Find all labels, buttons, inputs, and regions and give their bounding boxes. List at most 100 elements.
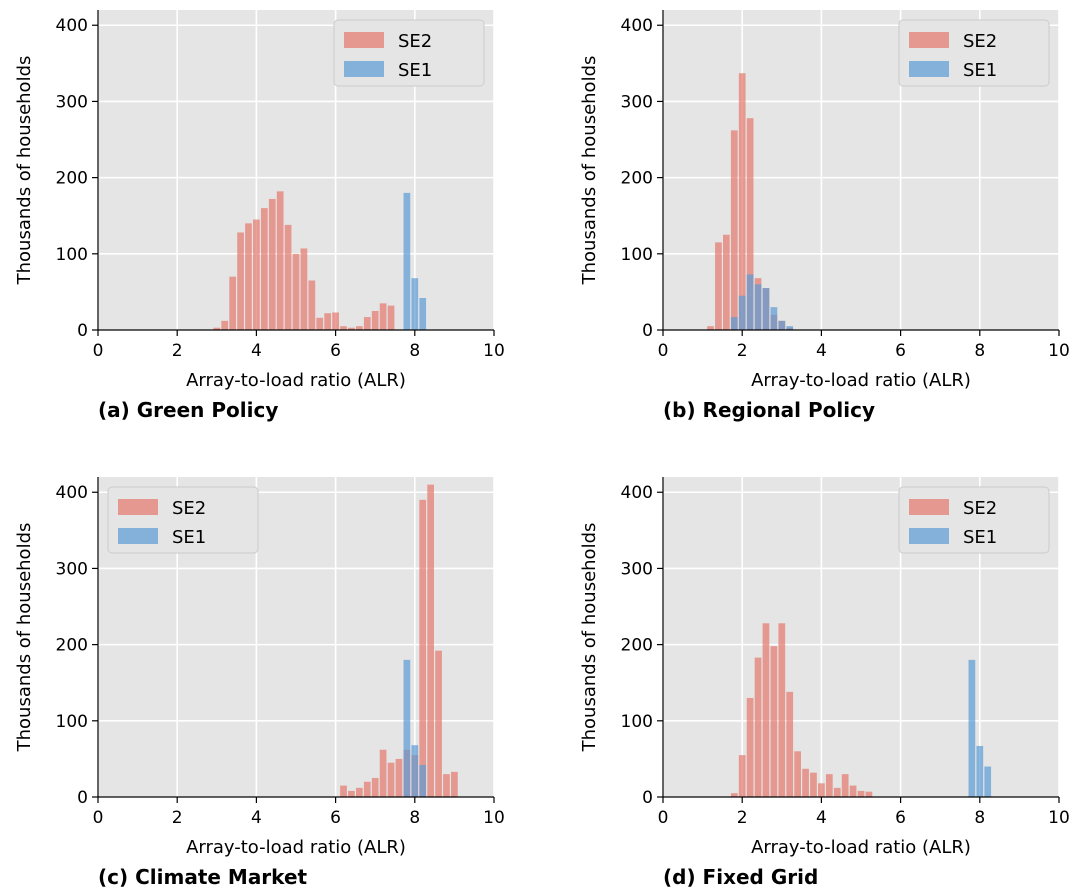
y-tick-label: 100 [621, 245, 653, 265]
y-tick-label: 300 [56, 92, 88, 112]
bar-se2 [730, 793, 738, 797]
x-axis-label: Array-to-load ratio (ALR) [186, 370, 406, 391]
bar-se2 [379, 303, 387, 330]
bar-se2 [738, 755, 746, 797]
bar-se2 [268, 198, 276, 330]
bar-se1 [976, 745, 984, 797]
bar-se2 [324, 313, 332, 330]
legend-label-se2: SE2 [398, 31, 432, 52]
bar-se1 [403, 192, 411, 330]
bar-se2 [356, 787, 363, 797]
bar-se1 [984, 766, 992, 797]
bar-se2 [730, 130, 738, 330]
y-tick-label: 0 [77, 788, 88, 808]
x-tick-label: 6 [330, 341, 341, 361]
y-axis-label: Thousands of households [579, 523, 600, 753]
bar-se2 [356, 326, 363, 330]
bar-se2 [213, 327, 221, 330]
bar-se1 [411, 745, 419, 797]
panel-caption: (d) Fixed Grid [663, 865, 818, 889]
bar-se1 [770, 307, 778, 330]
bar-se2 [443, 774, 450, 797]
bar-se2 [387, 762, 395, 797]
x-tick-label: 8 [409, 808, 420, 828]
legend-label-se1: SE1 [963, 527, 997, 548]
bar-se2 [794, 751, 801, 797]
y-tick-label: 200 [621, 636, 653, 656]
legend-swatch-se2 [909, 499, 949, 515]
bar-se2 [371, 777, 379, 797]
bar-se2 [229, 276, 236, 330]
legend-swatch-se1 [909, 528, 949, 544]
y-tick-label: 200 [56, 636, 88, 656]
x-tick-label: 4 [816, 808, 827, 828]
bar-se1 [778, 320, 786, 330]
bar-se1 [786, 326, 794, 330]
bar-se2 [237, 232, 244, 330]
bar-se2 [348, 790, 355, 797]
bar-se2 [818, 783, 825, 797]
bar-se2 [387, 305, 395, 330]
bar-se2 [284, 224, 292, 330]
bar-se2 [316, 317, 324, 330]
x-tick-label: 8 [974, 341, 985, 361]
bar-se2 [707, 326, 714, 330]
bar-se2 [260, 208, 268, 330]
x-tick-label: 0 [93, 341, 104, 361]
y-tick-label: 100 [621, 712, 653, 732]
bar-se1 [754, 284, 762, 330]
bar-se2 [857, 790, 865, 797]
panel-caption: (a) Green Policy [98, 398, 278, 422]
bar-se2 [379, 749, 387, 797]
bar-se2 [723, 234, 730, 330]
x-tick-label: 10 [483, 808, 505, 828]
bar-se1 [746, 274, 754, 330]
bar-se2 [833, 787, 841, 797]
x-tick-label: 8 [409, 341, 420, 361]
bar-se2 [371, 310, 379, 330]
y-axis-label: Thousands of households [579, 56, 600, 286]
x-axis-label: Array-to-load ratio (ALR) [751, 370, 971, 391]
legend-label-se1: SE1 [963, 60, 997, 81]
x-tick-label: 6 [895, 341, 906, 361]
legend-swatch-se1 [344, 61, 384, 77]
bar-se2 [786, 691, 794, 797]
legend-label-se1: SE1 [398, 60, 432, 81]
legend-label-se2: SE2 [963, 31, 997, 52]
legend-swatch-se2 [909, 32, 949, 48]
x-tick-label: 0 [658, 808, 669, 828]
x-axis-label: Array-to-load ratio (ALR) [751, 837, 971, 858]
y-tick-label: 0 [642, 321, 653, 341]
bar-se1 [968, 659, 976, 797]
bar-se2 [395, 758, 403, 797]
bar-se2 [778, 623, 786, 797]
x-tick-label: 4 [251, 341, 262, 361]
bar-se2 [348, 327, 355, 330]
y-tick-label: 200 [56, 169, 88, 189]
bar-se2 [825, 774, 833, 797]
legend-swatch-se2 [118, 499, 158, 515]
bar-se2 [221, 320, 229, 330]
x-tick-label: 8 [974, 808, 985, 828]
x-tick-label: 10 [483, 341, 505, 361]
legend-label-se2: SE2 [172, 498, 206, 519]
y-tick-label: 300 [621, 92, 653, 112]
bar-se1 [738, 295, 746, 330]
bar-se2 [276, 191, 284, 330]
bar-se2 [245, 223, 252, 330]
y-axis-label: Thousands of households [14, 56, 35, 286]
y-tick-label: 0 [77, 321, 88, 341]
bar-se2 [363, 317, 371, 330]
bar-se2 [308, 280, 316, 330]
x-tick-label: 4 [251, 808, 262, 828]
y-tick-label: 300 [56, 559, 88, 579]
bar-se2 [849, 785, 857, 797]
